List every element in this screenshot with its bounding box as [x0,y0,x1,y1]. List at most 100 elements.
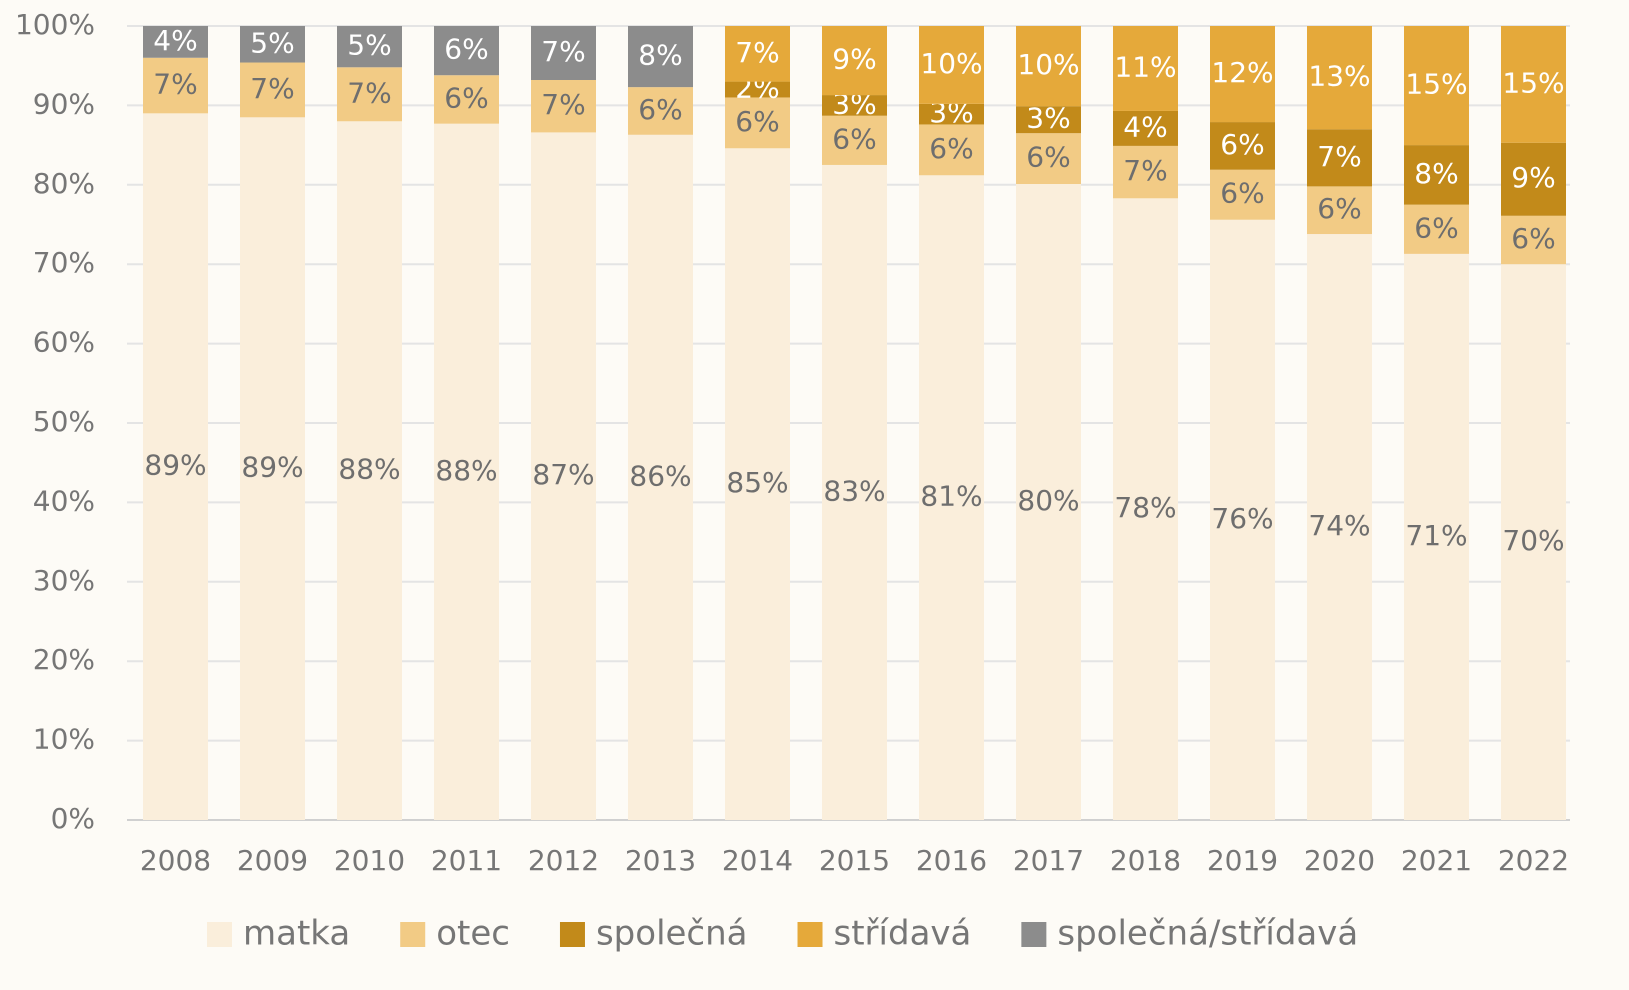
bar-segment [434,123,499,821]
legend-swatch [1021,922,1047,947]
data-label: 87% [532,458,594,491]
legend-swatch [559,922,585,947]
data-label: 8% [1414,157,1458,190]
y-tick-label: 90% [33,87,95,120]
bar-segment [1016,184,1081,821]
x-tick-label: 2011 [431,844,502,877]
data-label: 6% [444,33,488,66]
data-label: 4% [153,24,197,57]
bar-segment [1210,169,1275,220]
data-label: 10% [1017,48,1079,81]
bar-segment [1210,122,1275,170]
data-label: 7% [1123,154,1167,187]
x-tick-label: 2020 [1304,844,1375,877]
bar-segment [628,134,693,820]
bar-segment [337,67,402,122]
bar-segment [822,26,887,96]
bar-segment [531,79,596,133]
data-label: 15% [1405,68,1467,101]
data-label: 10% [920,47,982,80]
data-label: 9% [832,43,876,76]
data-label: 7% [735,36,779,69]
y-tick-label: 50% [33,405,95,438]
data-label: 70% [1502,524,1564,557]
x-tick-label: 2016 [916,844,987,877]
data-label: 6% [929,132,973,165]
bar-segment [1404,253,1469,821]
bar-segment [240,117,305,820]
data-label: 6% [1220,177,1264,210]
x-tick-label: 2009 [237,844,308,877]
data-label: 7% [1317,140,1361,173]
y-tick-label: 10% [33,723,95,756]
y-tick-label: 40% [33,484,95,517]
bar-segment [822,95,887,116]
bar-segment [725,81,790,98]
data-label: 3% [1026,102,1070,135]
bar-segment [337,121,402,820]
bar-segment [1016,26,1081,107]
bar-segment [1016,133,1081,185]
data-label: 7% [153,68,197,101]
y-tick-label: 80% [33,167,95,200]
bar-segment [822,164,887,820]
data-label: 5% [250,26,294,59]
bar-segment [434,26,499,76]
x-tick-label: 2017 [1013,844,1084,877]
data-label: 7% [541,88,585,121]
bar-segment [1307,129,1372,187]
data-label: 85% [726,466,788,499]
bar-segment [1501,26,1566,143]
bar-segment [1016,106,1081,134]
legend-label: společná [596,914,748,954]
x-tick-label: 2012 [528,844,599,877]
bar-segment [531,26,596,80]
x-tick-label: 2021 [1401,844,1472,877]
data-label: 6% [832,122,876,155]
data-label: 89% [241,451,303,484]
data-label: 6% [638,93,682,126]
legend-label: společná/střídavá [1057,914,1358,954]
data-label: 6% [1414,211,1458,244]
bar-segment [1113,26,1178,111]
data-label: 7% [541,35,585,68]
x-tick-label: 2019 [1207,844,1278,877]
data-label: 6% [444,81,488,114]
data-label: 6% [735,105,779,138]
data-label: 4% [1123,110,1167,143]
y-tick-label: 100% [15,8,95,41]
bar-segment [143,57,208,114]
bar-segment [919,175,984,821]
y-tick-label: 30% [33,564,95,597]
bar-segment [1501,215,1566,265]
bar-segment [628,26,693,88]
bar-segment [143,26,208,58]
data-label: 71% [1405,519,1467,552]
legend-label: střídavá [834,914,972,954]
data-label: 80% [1017,484,1079,517]
data-label: 76% [1211,502,1273,535]
data-label: 7% [250,72,294,105]
data-label: 6% [1317,192,1361,225]
x-tick-label: 2008 [140,844,211,877]
bar-segment [628,87,693,135]
data-label: 86% [629,459,691,492]
data-label: 5% [347,29,391,62]
bar-segment [1113,110,1178,146]
data-label: 13% [1308,60,1370,93]
data-label: 9% [1511,161,1555,194]
bar-segment [1404,26,1469,146]
bar-segment [240,62,305,118]
data-label: 6% [1220,128,1264,161]
legend-label: otec [436,914,510,954]
bar-segment [240,26,305,63]
data-label: 81% [920,480,982,513]
data-label: 11% [1114,50,1176,83]
bar-segment [1404,204,1469,254]
legend-swatch [797,922,823,947]
bar-segment [1307,186,1372,235]
bar-segment [1210,26,1275,123]
data-label: 78% [1114,491,1176,524]
bar-segment [1113,198,1178,821]
